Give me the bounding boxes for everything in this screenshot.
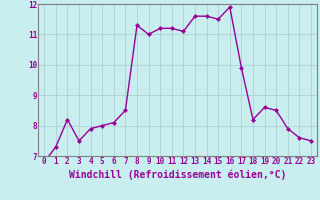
X-axis label: Windchill (Refroidissement éolien,°C): Windchill (Refroidissement éolien,°C) [69, 169, 286, 180]
